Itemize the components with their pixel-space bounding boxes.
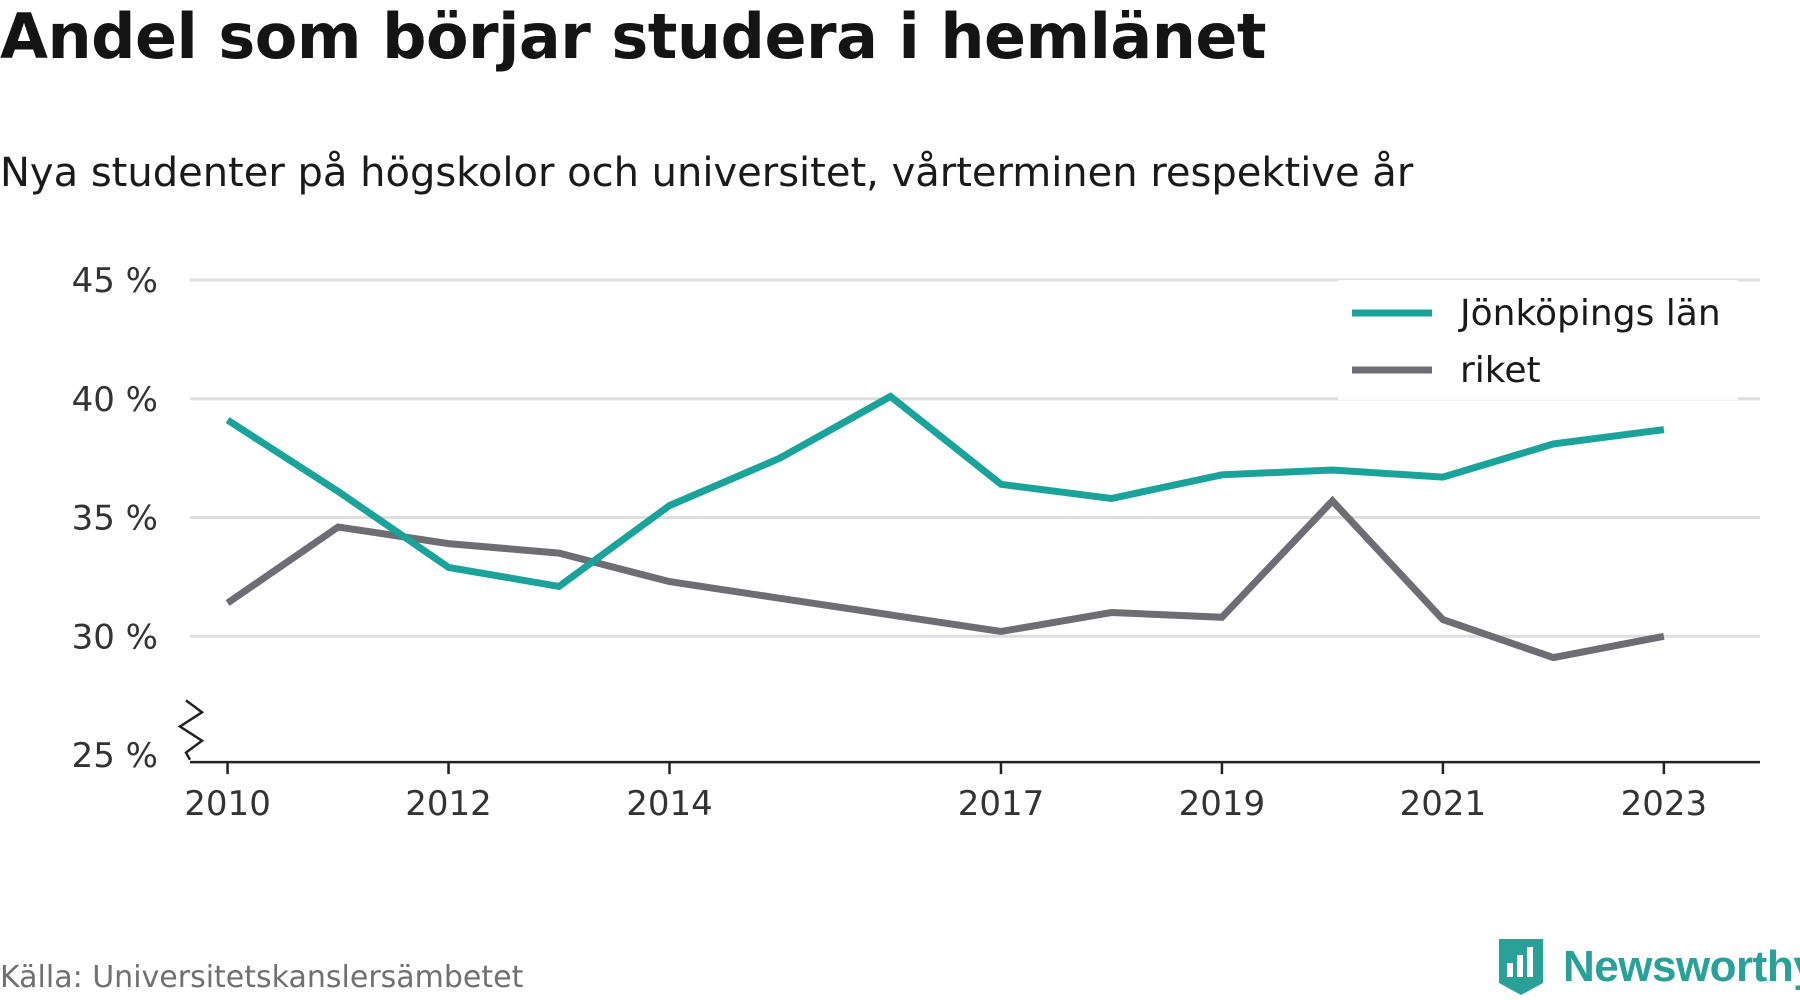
source-note: Källa: Universitetskanslersämbetet — [0, 960, 524, 995]
axis-break-icon — [177, 699, 205, 761]
legend-label: Jönköpings län — [1458, 293, 1721, 334]
y-tick-label: 40 % — [72, 380, 158, 420]
legend: Jönköpings län riket — [1338, 280, 1738, 400]
x-tick-label: 2019 — [1179, 784, 1266, 824]
y-tick-label: 35 % — [72, 499, 158, 539]
series-line-jönköpings-län — [225, 392, 1665, 591]
series-lines — [225, 392, 1665, 662]
x-tick-label: 2010 — [184, 784, 271, 824]
brand-name: Newsworthy — [1563, 942, 1800, 991]
y-tick-label: 30 % — [72, 617, 158, 657]
chart-title: Andel som börjar studera i hemlänet — [0, 0, 1267, 73]
x-tick-label: 2017 — [958, 784, 1045, 824]
x-tick-label: 2021 — [1400, 784, 1487, 824]
legend-label: riket — [1460, 350, 1541, 391]
y-axis: 25 % 30 % 35 % 40 % 45 % — [72, 261, 205, 776]
series-line-riket — [225, 495, 1665, 662]
brand-logo: Newsworthy — [1497, 937, 1800, 997]
legend-background — [1338, 280, 1738, 400]
x-axis: 2010 2012 2014 2017 2019 2021 2023 — [184, 760, 1760, 824]
newsworthy-logo-icon — [1499, 939, 1543, 995]
y-tick-label: 45 % — [72, 261, 158, 301]
x-tick-label: 2012 — [405, 784, 492, 824]
chart-subtitle: Nya studenter på högskolor och universit… — [0, 150, 1414, 196]
x-tick-label: 2014 — [626, 784, 713, 824]
y-tick-label: 25 % — [72, 736, 158, 776]
x-tick-label: 2023 — [1621, 784, 1708, 824]
